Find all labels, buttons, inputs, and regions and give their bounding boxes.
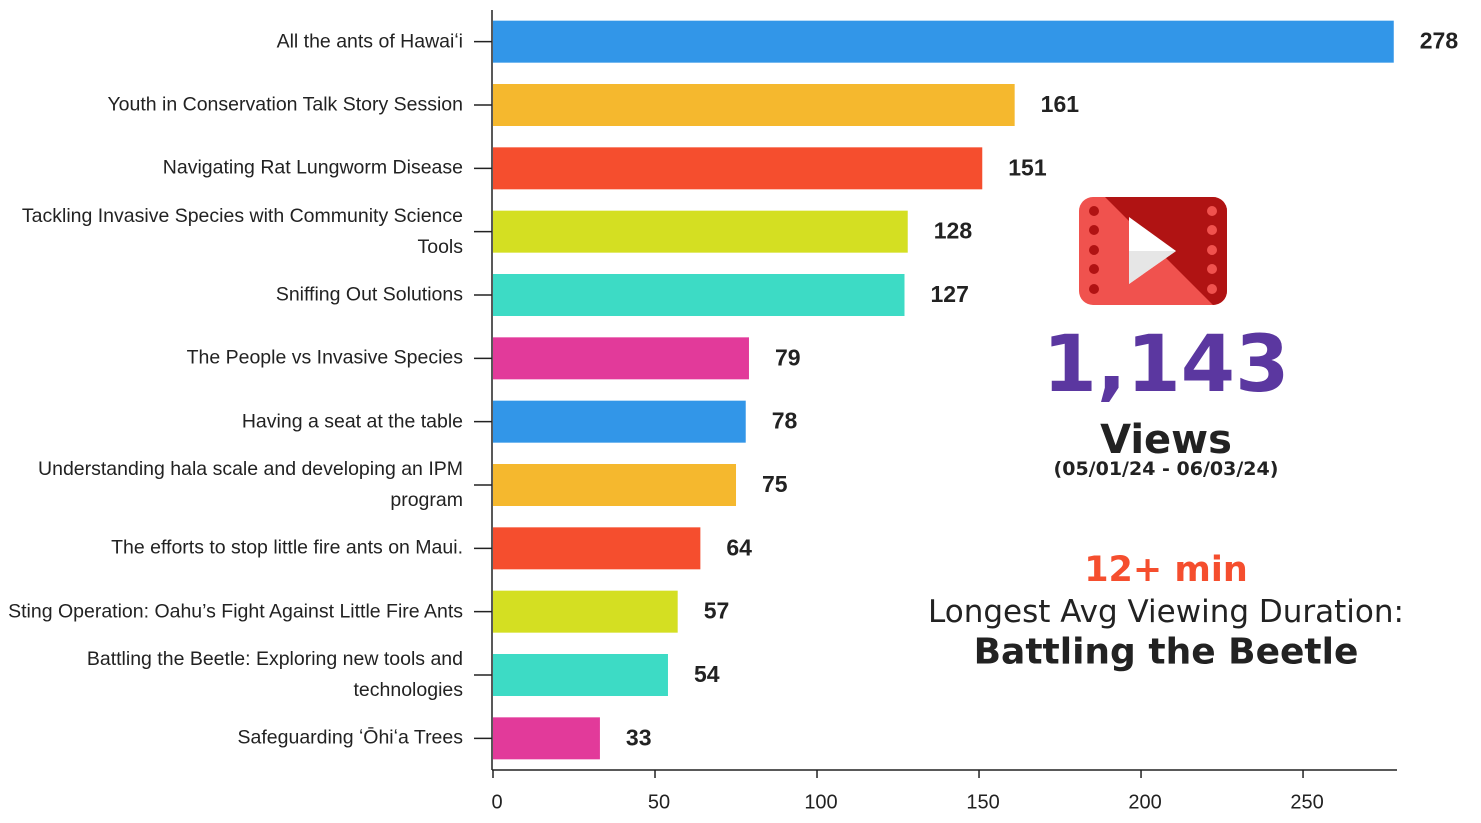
views-label: Views — [1100, 417, 1232, 463]
value-label: 54 — [694, 661, 720, 687]
category-label: Sniffing Out Solutions — [275, 283, 463, 306]
bar — [493, 20, 1394, 63]
bar — [493, 337, 749, 380]
duration: 12+ min — [1084, 550, 1248, 590]
category-label: Having a seat at the table — [241, 410, 463, 433]
value-label: 161 — [1041, 91, 1080, 117]
value-label: 79 — [775, 344, 801, 370]
x-tick-label: 100 — [804, 791, 837, 813]
bar — [493, 400, 746, 443]
bar — [493, 210, 908, 253]
category-label: Understanding hala scale and developing … — [38, 458, 463, 511]
category-label: Battling the Beetle: Exploring new tools… — [86, 648, 463, 701]
category-label: Safeguarding ʻŌhiʻa Trees — [237, 726, 463, 749]
total-views: 1,143 — [1042, 320, 1290, 410]
value-label: 127 — [930, 281, 968, 307]
bar — [493, 464, 737, 506]
x-tick-label: 250 — [1290, 791, 1323, 813]
category-label: Sting Operation: Oahu’s Fight Against Li… — [8, 600, 463, 623]
value-label: 64 — [726, 534, 752, 560]
bar — [493, 590, 678, 633]
x-tick-label: 0 — [491, 791, 502, 813]
value-label: 57 — [704, 598, 730, 624]
bar — [493, 84, 1015, 126]
bar — [493, 527, 701, 570]
category-label: Tackling Invasive Species with Community… — [21, 204, 463, 258]
value-label: 278 — [1420, 28, 1459, 54]
category-label: Youth in Conservation Talk Story Session — [107, 93, 463, 116]
value-label: 78 — [772, 408, 798, 434]
category-label: The People vs Invasive Species — [186, 346, 463, 369]
bar — [493, 147, 983, 190]
bar — [493, 274, 905, 316]
bar — [493, 654, 668, 696]
value-label: 33 — [626, 724, 652, 750]
bar — [493, 717, 600, 760]
duration-label: Longest Avg Viewing Duration: — [928, 594, 1404, 630]
x-tick-label: 200 — [1128, 791, 1161, 813]
value-label: 75 — [762, 471, 788, 497]
x-tick-label: 50 — [648, 791, 670, 813]
category-label: The efforts to stop little fire ants on … — [111, 536, 463, 559]
duration-title: Battling the Beetle — [973, 631, 1359, 673]
x-tick-label: 150 — [966, 791, 999, 813]
value-label: 151 — [1008, 154, 1047, 180]
value-label: 128 — [934, 218, 973, 244]
category-label: All the ants of Hawaiʻi — [276, 30, 463, 53]
video-icon — [1079, 197, 1227, 305]
date-range: (05/01/24 - 06/03/24) — [1053, 458, 1279, 480]
category-label: Navigating Rat Lungworm Disease — [162, 156, 463, 179]
